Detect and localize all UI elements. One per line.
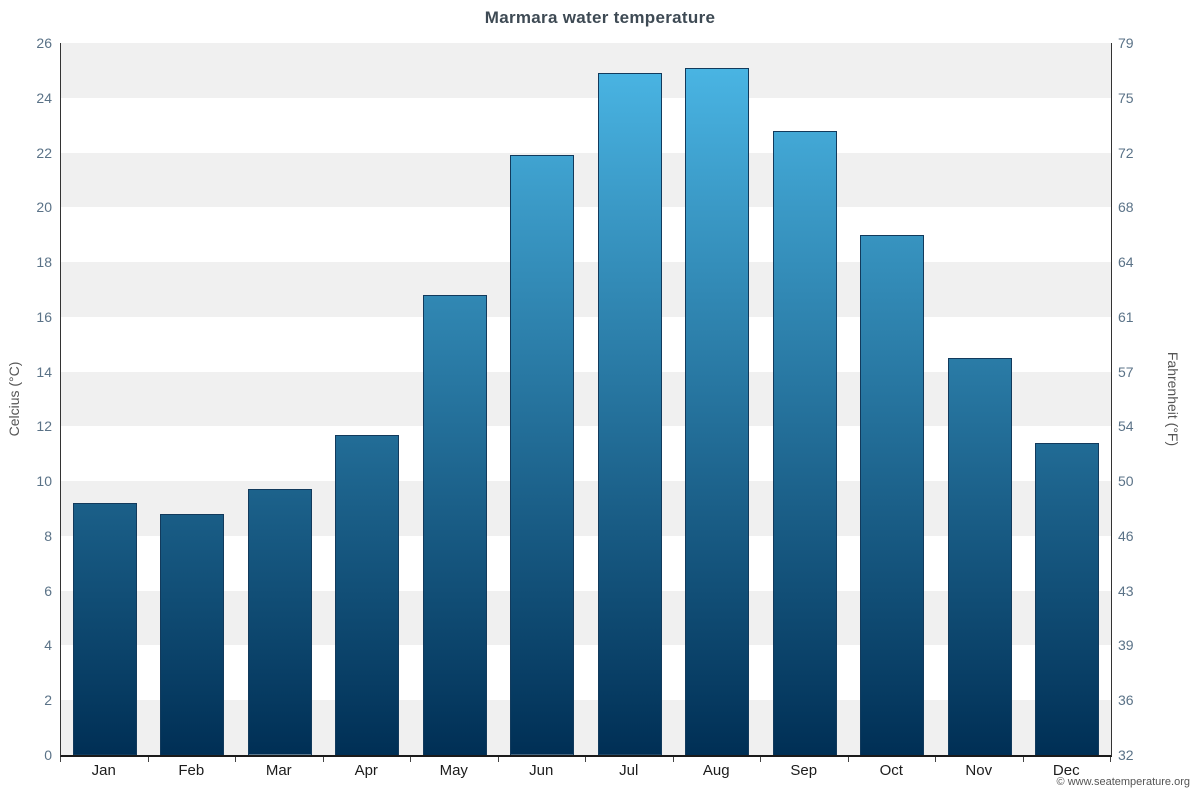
bar-may	[422, 294, 487, 755]
bar-nov	[947, 357, 1012, 755]
ytick-celsius-24: 24	[36, 89, 52, 106]
grid-band	[61, 700, 1111, 755]
ytick-fahrenheit-72: 72	[1118, 144, 1134, 161]
xtick-mar: Mar	[265, 762, 292, 779]
bar-oct	[860, 234, 925, 755]
x-axis-tickmark	[935, 757, 936, 762]
ytick-celsius-2: 2	[44, 692, 52, 709]
bar-feb	[160, 514, 225, 755]
x-axis-tickmark	[410, 757, 411, 762]
ytick-fahrenheit-43: 43	[1118, 582, 1134, 599]
ytick-fahrenheit-50: 50	[1118, 473, 1134, 490]
bar-mar	[247, 489, 312, 755]
grid-band	[61, 152, 1111, 208]
ytick-celsius-22: 22	[36, 144, 52, 161]
plot-area	[60, 43, 1112, 757]
bar-jun	[510, 155, 575, 755]
ytick-fahrenheit-79: 79	[1118, 35, 1134, 51]
ytick-fahrenheit-54: 54	[1118, 418, 1134, 435]
x-axis-tickmark	[1022, 757, 1024, 762]
grid-band	[61, 371, 1111, 427]
xtick-nov: Nov	[965, 762, 993, 779]
ytick-celsius-18: 18	[36, 254, 52, 271]
x-axis-tickmark	[585, 757, 586, 762]
x-axis-tickmark	[497, 757, 499, 762]
ytick-celsius-14: 14	[36, 363, 52, 380]
x-axis-tickmark	[322, 757, 324, 762]
xtick-may: May	[439, 762, 468, 779]
x-axis-tickmark	[847, 757, 849, 762]
bar-jul	[597, 73, 662, 755]
ytick-celsius-4: 4	[44, 637, 52, 654]
ytick-fahrenheit-46: 46	[1118, 527, 1134, 544]
grid-band	[61, 262, 1111, 317]
ytick-fahrenheit-61: 61	[1118, 308, 1134, 325]
xtick-dec: Dec	[1052, 762, 1080, 779]
xtick-apr: Apr	[354, 762, 378, 779]
ytick-celsius-6: 6	[44, 582, 52, 599]
ytick-celsius-20: 20	[36, 199, 52, 216]
ytick-celsius-10: 10	[36, 473, 52, 490]
grid-band	[61, 481, 1111, 536]
x-axis-tickmark	[760, 757, 761, 762]
bar-aug	[685, 67, 750, 755]
xtick-jul: Jul	[619, 762, 639, 779]
ytick-celsius-26: 26	[36, 35, 52, 51]
bar-apr	[335, 434, 400, 755]
xtick-aug: Aug	[702, 762, 730, 779]
ytick-celsius-8: 8	[44, 527, 52, 544]
bar-jan	[72, 503, 137, 755]
bar-sep	[772, 130, 837, 755]
ytick-fahrenheit-57: 57	[1118, 363, 1134, 380]
ytick-fahrenheit-39: 39	[1118, 637, 1134, 654]
xtick-sep: Sep	[790, 762, 818, 779]
ytick-fahrenheit-36: 36	[1118, 692, 1134, 709]
xtick-feb: Feb	[178, 762, 205, 779]
x-axis-tickmark	[235, 757, 236, 762]
xtick-jun: Jun	[529, 762, 554, 779]
ytick-celsius-12: 12	[36, 418, 52, 435]
ytick-celsius-0: 0	[44, 747, 52, 763]
x-axis-tickmark	[672, 757, 674, 762]
bar-dec	[1035, 442, 1100, 755]
grid-band	[61, 590, 1111, 646]
copyright-text: © www.seatemperature.org	[1056, 776, 1190, 788]
ytick-fahrenheit-32: 32	[1118, 747, 1134, 763]
xtick-oct: Oct	[879, 762, 903, 779]
xtick-jan: Jan	[91, 762, 116, 779]
ytick-celsius-16: 16	[36, 308, 52, 325]
ytick-fahrenheit-68: 68	[1118, 199, 1134, 216]
x-axis-tickmark	[147, 757, 149, 762]
ytick-fahrenheit-64: 64	[1118, 254, 1134, 271]
ytick-fahrenheit-75: 75	[1118, 89, 1134, 106]
x-axis-tickmark	[60, 757, 61, 762]
grid-band	[61, 43, 1111, 98]
x-axis-tickmark	[1110, 757, 1111, 762]
y-axis-title-fahrenheit: Fahrenheit (°F)	[1165, 351, 1181, 447]
chart-title: Marmara water temperature	[484, 8, 716, 27]
